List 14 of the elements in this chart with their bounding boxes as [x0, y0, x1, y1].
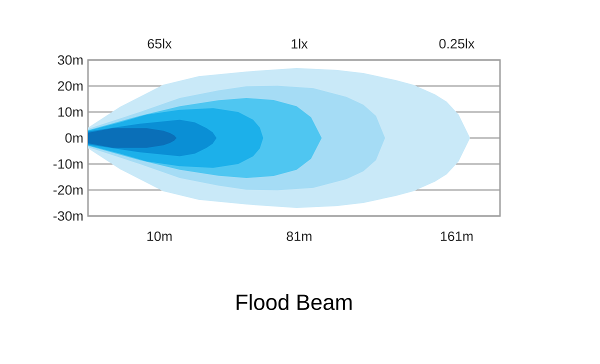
y-tick-label: 10m [58, 107, 83, 117]
y-tick-label: 0m [65, 133, 83, 143]
x-tick-label: 10m [147, 232, 172, 242]
x-tick-label: 81m [286, 232, 312, 242]
y-tick-label: -10m [53, 159, 83, 169]
x-tick-label: 161m [440, 232, 473, 242]
text: 65lx [148, 38, 172, 48]
y-tick-label: 20m [58, 81, 83, 91]
text: 1lx [292, 38, 308, 48]
text: Flood Beam [236, 294, 352, 310]
y-tick-label: 30m [58, 55, 83, 65]
text: 0.25lx [439, 38, 474, 48]
y-tick-label: -30m [53, 211, 83, 221]
y-tick-label: -20m [53, 185, 83, 195]
